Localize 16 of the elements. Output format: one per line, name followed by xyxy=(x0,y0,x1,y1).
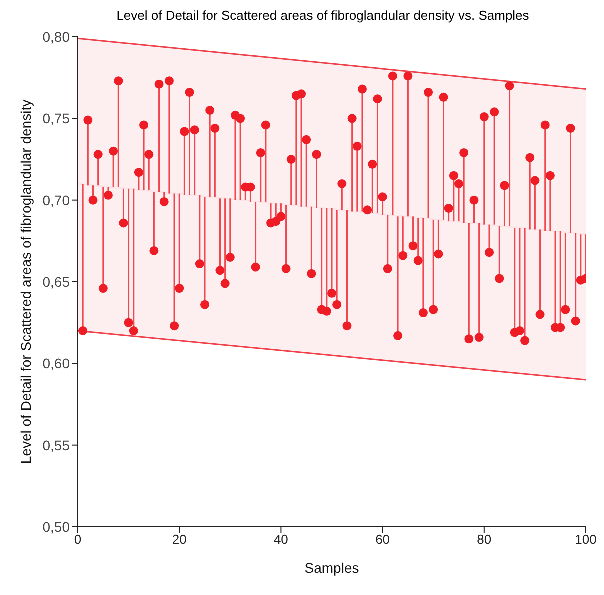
x-tick-label: 20 xyxy=(172,532,187,548)
y-axis-title: Level of Detail for Scattered areas of fibroglandular density xyxy=(18,100,34,464)
y-tick-label: 0,65 xyxy=(42,274,70,290)
y-tick-label: 0,80 xyxy=(42,28,70,45)
x-tick-label: 100 xyxy=(575,532,597,548)
y-tick-label: 0,50 xyxy=(42,518,70,535)
x-axis-title: Samples xyxy=(304,560,360,576)
x-tick-label: 40 xyxy=(274,532,288,548)
y-tick-label: 0,75 xyxy=(42,110,70,127)
x-tick-label: 60 xyxy=(376,532,390,548)
x-tick-label: 80 xyxy=(477,532,492,548)
y-tick-label: 0,55 xyxy=(42,437,70,454)
chart-title: Level of Detail for Scattered areas of fibroglandular density vs. Samples xyxy=(116,8,530,23)
y-tick-label: 0,70 xyxy=(42,192,70,208)
x-tick-label: 0 xyxy=(74,532,82,548)
y-tick-label: 0,60 xyxy=(42,356,70,372)
